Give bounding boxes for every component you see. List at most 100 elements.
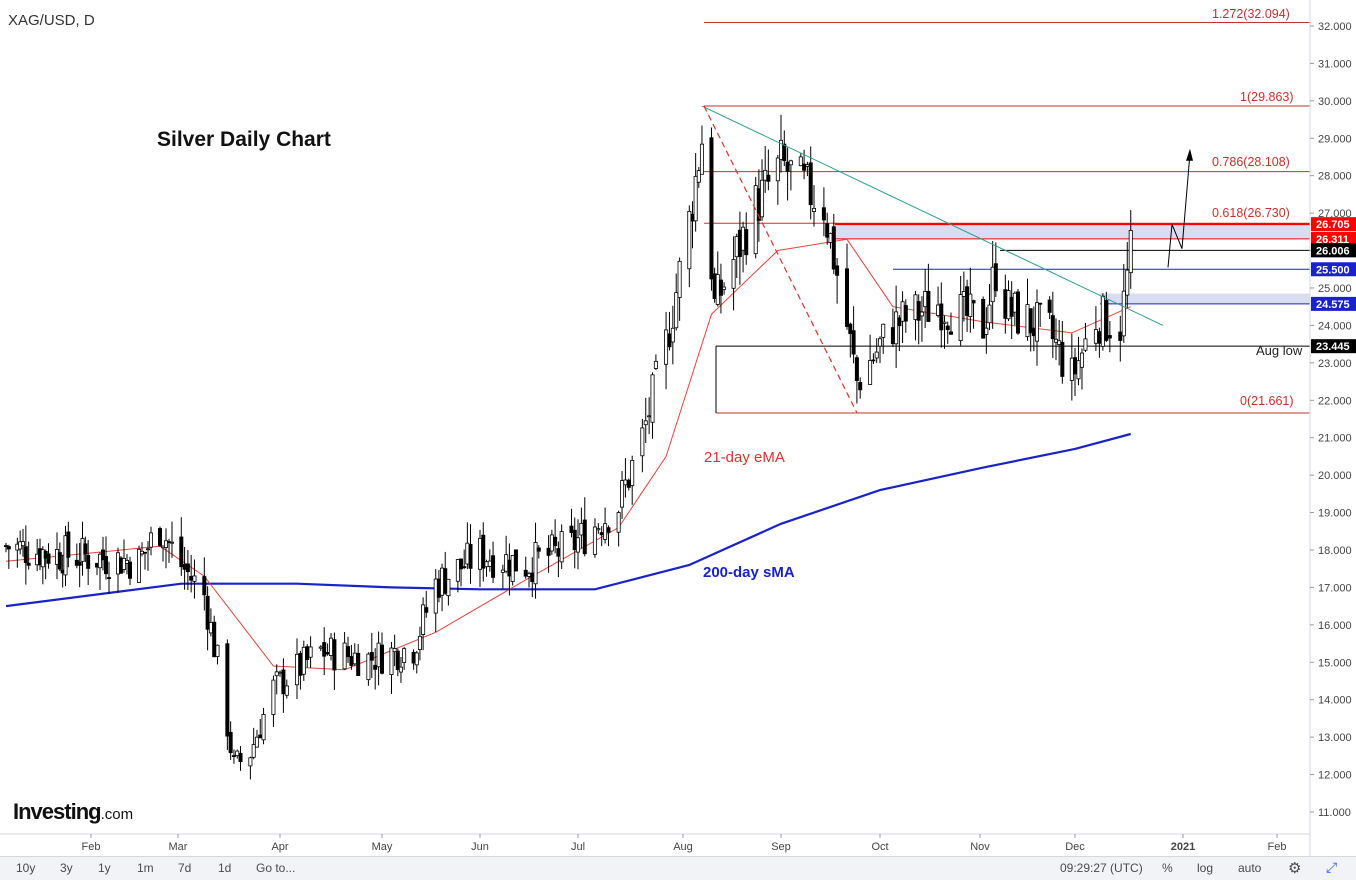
range-3y-button[interactable]: 3y (60, 861, 73, 875)
y-tick-label: 17.000 (1318, 582, 1352, 594)
candle-body (1031, 328, 1036, 337)
candle-body (667, 333, 672, 348)
candle-body (305, 646, 310, 661)
candle-body (987, 304, 992, 324)
aug-low-label: Aug low (1256, 343, 1303, 358)
candle-body (1003, 289, 1008, 319)
range-7d-button[interactable]: 7d (178, 861, 192, 875)
log-toggle[interactable]: log (1197, 861, 1214, 875)
candle-body (812, 207, 817, 212)
candle-body (308, 646, 313, 658)
candle-body (848, 323, 853, 335)
candle-body (455, 559, 460, 582)
candle-body (572, 529, 577, 551)
projection-arrow-head (1186, 148, 1193, 161)
candle-body (981, 299, 986, 339)
candle-body (546, 547, 551, 556)
candle-body (356, 652, 361, 676)
candle-body (169, 541, 174, 544)
candle-body (20, 541, 25, 547)
candle-body (718, 279, 723, 296)
candle-body (185, 563, 190, 573)
candle-body (395, 650, 400, 670)
candle-body (481, 534, 486, 569)
candle-body (798, 156, 803, 167)
candle-body (620, 480, 625, 508)
candle-body (670, 327, 675, 343)
candle-body (603, 523, 608, 540)
candle-body (349, 656, 354, 666)
candle-body (894, 311, 899, 345)
candle-body (731, 259, 736, 289)
candle-body (402, 648, 407, 664)
candle-body (212, 621, 217, 658)
price-badge-label: 24.575 (1316, 299, 1350, 311)
clock-readout[interactable]: 09:29:27 (UTC) (1060, 861, 1143, 875)
symbol-label[interactable]: XAG/USD, D (8, 12, 95, 29)
candle-body (436, 578, 441, 598)
candle-body (465, 542, 470, 565)
x-tick-label: Feb (1268, 841, 1287, 853)
candle-body (871, 359, 876, 362)
candle-body (640, 427, 645, 457)
candle-body (715, 274, 720, 305)
range-1y-button[interactable]: 1y (98, 861, 111, 875)
candle-body (392, 648, 397, 653)
candle-body (284, 685, 289, 696)
candle-body (971, 300, 976, 304)
candle-body (690, 213, 695, 222)
range-1d-button[interactable]: 1d (218, 861, 232, 875)
candle-body (579, 522, 584, 536)
time-axis[interactable]: Feb Mar Apr May Jun Jul Aug Sep Oct Nov Dec 2021 Feb (82, 834, 1287, 853)
resistance-zone (835, 224, 1310, 239)
sma-label: 200-day sMA (703, 564, 795, 581)
expand-icon[interactable]: ⤢ (1326, 859, 1338, 875)
price-badge (1311, 262, 1356, 277)
candle-body (487, 560, 492, 567)
y-tick-label: 20.000 (1318, 470, 1352, 482)
chart-title: Silver Daily Chart (157, 128, 331, 151)
candle-body (157, 528, 162, 546)
gear-icon[interactable]: ⚙ (1288, 860, 1302, 877)
candle-body (366, 653, 371, 681)
goto-button[interactable]: Go to... (256, 861, 296, 875)
candle-body (433, 578, 438, 614)
downtrend-line (701, 105, 1164, 326)
candle-body (851, 330, 856, 355)
x-tick-label: Dec (1065, 841, 1085, 853)
candle-body (890, 327, 895, 345)
x-tick-label: Oct (871, 841, 888, 853)
ema-label: 21-day eMA (704, 449, 785, 466)
candle-body (687, 210, 692, 270)
x-tick-label: Jul (571, 841, 585, 853)
candle-body (606, 527, 611, 533)
y-tick-label: 18.000 (1318, 545, 1352, 557)
candle-body (192, 575, 197, 582)
candle-body (533, 542, 538, 585)
candle-body (961, 291, 966, 297)
candle-body (342, 642, 347, 670)
range-1m-button[interactable]: 1m (137, 861, 154, 875)
candle-body (136, 548, 141, 583)
candle-body (1083, 338, 1088, 351)
drawings-layer (701, 105, 1193, 414)
x-tick-label: May (372, 841, 393, 853)
percent-toggle[interactable]: % (1162, 861, 1173, 875)
candle-body (722, 286, 727, 290)
candle-body (760, 179, 765, 218)
candle-body (248, 757, 253, 767)
range-10y-button[interactable]: 10y (16, 861, 36, 875)
candle-body (215, 644, 220, 658)
auto-toggle[interactable]: auto (1238, 861, 1262, 875)
candle-body (325, 652, 330, 655)
price-chart[interactable]: 11.000 12.000 13.000 14.000 15.000 16.000 17.0… (0, 0, 1356, 856)
price-axis[interactable]: 11.000 12.000 13.000 14.000 15.000 16.000 17.0… (1310, 21, 1352, 819)
fib-label-1272: 1.272(32.094) (1212, 7, 1290, 21)
candle-body (825, 223, 830, 238)
price-badge-label: 25.500 (1316, 264, 1350, 276)
candle-body (398, 666, 403, 673)
candle-body (677, 260, 682, 298)
candle-body (653, 360, 658, 369)
x-tick-label: Feb (82, 841, 101, 853)
